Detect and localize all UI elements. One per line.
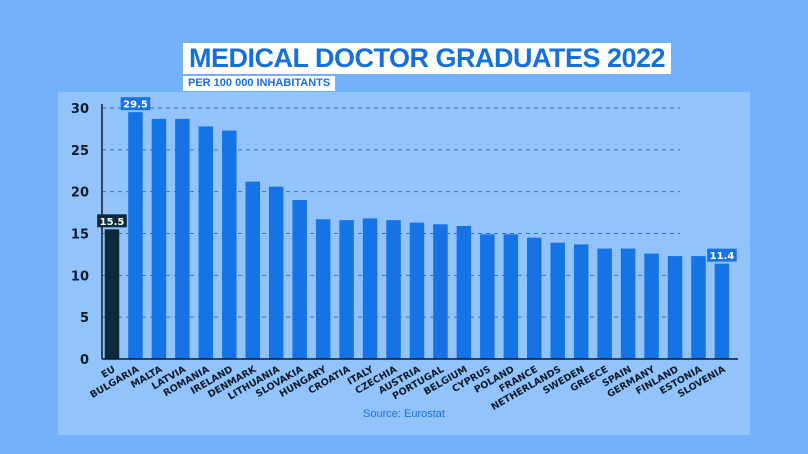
y-tick-label: 10 [71, 269, 89, 284]
chart-subtitle: PER 100 000 INHABITANTS [183, 76, 336, 91]
bar-lithuania [268, 186, 284, 359]
bar-croatia [339, 220, 354, 359]
y-tick-label: 5 [80, 311, 89, 326]
y-tick-label: 25 [71, 144, 89, 159]
data-label: 29.5 [123, 100, 148, 111]
bar-austria [409, 222, 425, 359]
data-label: 15.5 [100, 217, 125, 228]
bar-ireland [222, 130, 237, 359]
data-label-bg [707, 248, 737, 262]
chart-title: MEDICAL DOCTOR GRADUATES 2022 [183, 43, 672, 74]
bar-slovenia [714, 263, 730, 359]
bar-netherlands [550, 242, 565, 359]
bar-czechia [386, 220, 401, 359]
bar-bulgaria [128, 112, 143, 359]
bar-spain [620, 248, 636, 359]
bar-portugal [433, 224, 448, 359]
bar-slovakia [292, 200, 307, 359]
source-note: Source: Eurostat [363, 408, 445, 420]
bar-sweden [573, 244, 589, 359]
y-tick-label: 15 [71, 228, 89, 243]
bar-denmark [245, 181, 261, 359]
y-tick-label: 0 [80, 353, 89, 368]
bar-cyprus [480, 234, 495, 359]
bar-estonia [691, 256, 706, 359]
data-label-bg [97, 214, 127, 228]
bar-eu [104, 229, 120, 359]
data-label-bg [120, 97, 151, 111]
bar-germany [644, 253, 659, 359]
bar-italy [362, 218, 378, 359]
bar-finland [667, 256, 683, 359]
y-tick-label: 30 [71, 102, 89, 117]
bar-poland [503, 234, 519, 359]
bar-latvia [175, 118, 190, 359]
bar-hungary [315, 219, 331, 359]
bar-france [527, 237, 542, 359]
bar-romania [198, 126, 214, 359]
bar-greece [597, 248, 612, 359]
bar-belgium [456, 225, 472, 359]
bar-malta [151, 118, 167, 359]
data-label: 11.4 [710, 251, 735, 262]
y-tick-label: 20 [71, 186, 89, 201]
